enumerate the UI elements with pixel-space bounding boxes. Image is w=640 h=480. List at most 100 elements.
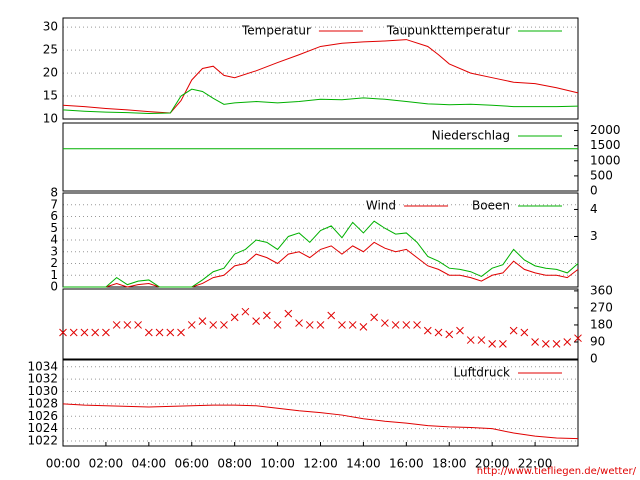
x-tick-label: 16:00 — [389, 457, 424, 471]
series-line — [63, 220, 579, 288]
x-tick-label: 08:00 — [217, 457, 252, 471]
y2-tick-label: 3 — [590, 229, 598, 243]
legend-label: Taupunkttemperatur — [386, 24, 510, 38]
direction-point — [434, 328, 443, 337]
y2-tick-label: 1500 — [590, 138, 621, 152]
x-tick-label: 22:00 — [518, 457, 553, 471]
panel-frame — [62, 122, 579, 192]
panel-frame — [62, 17, 579, 120]
y-tick-label: 15 — [43, 89, 58, 103]
x-tick-label: 12:00 — [303, 457, 338, 471]
y-tick-label: 2 — [50, 256, 58, 270]
direction-point — [499, 340, 507, 348]
legend-label: Boeen — [472, 199, 510, 213]
direction-point — [69, 328, 78, 337]
direction-point — [273, 321, 282, 329]
direction-point — [477, 336, 486, 344]
y2-tick-label: 500 — [590, 168, 613, 182]
direction-point — [338, 321, 346, 329]
direction-point — [91, 328, 100, 337]
direction-point — [574, 334, 582, 343]
direction-point — [134, 321, 142, 329]
direction-point — [456, 326, 464, 335]
legend-label: Temperatur — [241, 24, 311, 38]
direction-point — [445, 330, 454, 339]
series-line — [63, 241, 579, 288]
x-tick-label: 20:00 — [475, 457, 510, 471]
x-tick-label: 18:00 — [432, 457, 467, 471]
direction-point — [155, 328, 164, 337]
y-tick-label: 0 — [50, 280, 58, 294]
source-url: http://www.tiefliegen.de/wetter/ — [477, 466, 637, 477]
y-tick-label: 7 — [50, 197, 58, 211]
x-tick-label: 14:00 — [346, 457, 381, 471]
y-tick-label: 25 — [43, 43, 58, 57]
direction-point — [563, 338, 572, 346]
y-tick-label: 10 — [43, 112, 58, 126]
direction-point — [177, 328, 185, 337]
direction-point — [316, 321, 325, 329]
y-tick-label: 1022 — [27, 434, 58, 448]
direction-point — [531, 338, 539, 346]
direction-point — [241, 307, 250, 316]
series-line — [62, 39, 579, 114]
x-tick-label: 02:00 — [89, 457, 124, 471]
legend-label: Wind — [366, 199, 396, 213]
direction-point — [209, 321, 218, 329]
series-line — [62, 88, 579, 114]
x-tick-label: 00:00 — [46, 457, 81, 471]
direction-point — [541, 340, 550, 348]
y-tick-label: 1024 — [27, 421, 58, 435]
y2-tick-label: 0 — [590, 184, 598, 198]
x-tick-label: 10:00 — [260, 457, 295, 471]
direction-point — [488, 340, 497, 348]
y-tick-label: 4 — [50, 233, 58, 247]
y-tick-label: 30 — [43, 20, 58, 34]
direction-point — [370, 313, 378, 322]
y-tick-label: 1026 — [27, 409, 58, 423]
direction-point — [327, 311, 336, 320]
y-tick-label: 8 — [50, 186, 58, 200]
direction-point — [102, 328, 110, 337]
y2-tick-label: 0 — [590, 352, 598, 366]
direction-point — [466, 336, 475, 344]
direction-point — [112, 321, 121, 329]
direction-point — [295, 319, 303, 327]
y-tick-label: 20 — [43, 66, 58, 80]
direction-point — [198, 317, 207, 326]
y-tick-label: 1030 — [27, 384, 58, 398]
y-tick-label: 1 — [50, 268, 58, 282]
direction-point — [413, 321, 421, 329]
direction-point — [80, 328, 89, 337]
direction-point — [230, 313, 239, 322]
panel-frame — [62, 288, 579, 360]
direction-point — [520, 328, 529, 337]
direction-point — [348, 321, 357, 329]
direction-point — [59, 328, 67, 337]
y2-tick-label: 270 — [590, 300, 613, 314]
panel-frame — [62, 192, 579, 288]
direction-point — [359, 322, 368, 331]
y-tick-label: 1034 — [27, 359, 58, 373]
direction-point — [166, 328, 175, 337]
direction-point — [381, 319, 389, 327]
y-tick-label: 5 — [50, 221, 58, 235]
direction-point — [305, 321, 314, 329]
y2-tick-label: 180 — [590, 317, 613, 331]
y-tick-label: 1028 — [27, 396, 58, 410]
direction-point — [284, 309, 293, 318]
x-tick-label: 04:00 — [132, 457, 167, 471]
y2-tick-label: 1000 — [590, 153, 621, 167]
direction-point — [144, 328, 153, 337]
direction-point — [220, 321, 228, 329]
y2-tick-label: 360 — [590, 283, 613, 297]
x-tick-label: 06:00 — [174, 457, 209, 471]
legend-label: Luftdruck — [453, 366, 510, 380]
y2-tick-label: 90 — [590, 334, 605, 348]
y2-tick-label: 2000 — [590, 123, 621, 137]
y2-tick-label: 4 — [590, 202, 598, 216]
direction-point — [263, 311, 271, 320]
direction-point — [402, 321, 411, 329]
direction-point — [509, 326, 518, 335]
